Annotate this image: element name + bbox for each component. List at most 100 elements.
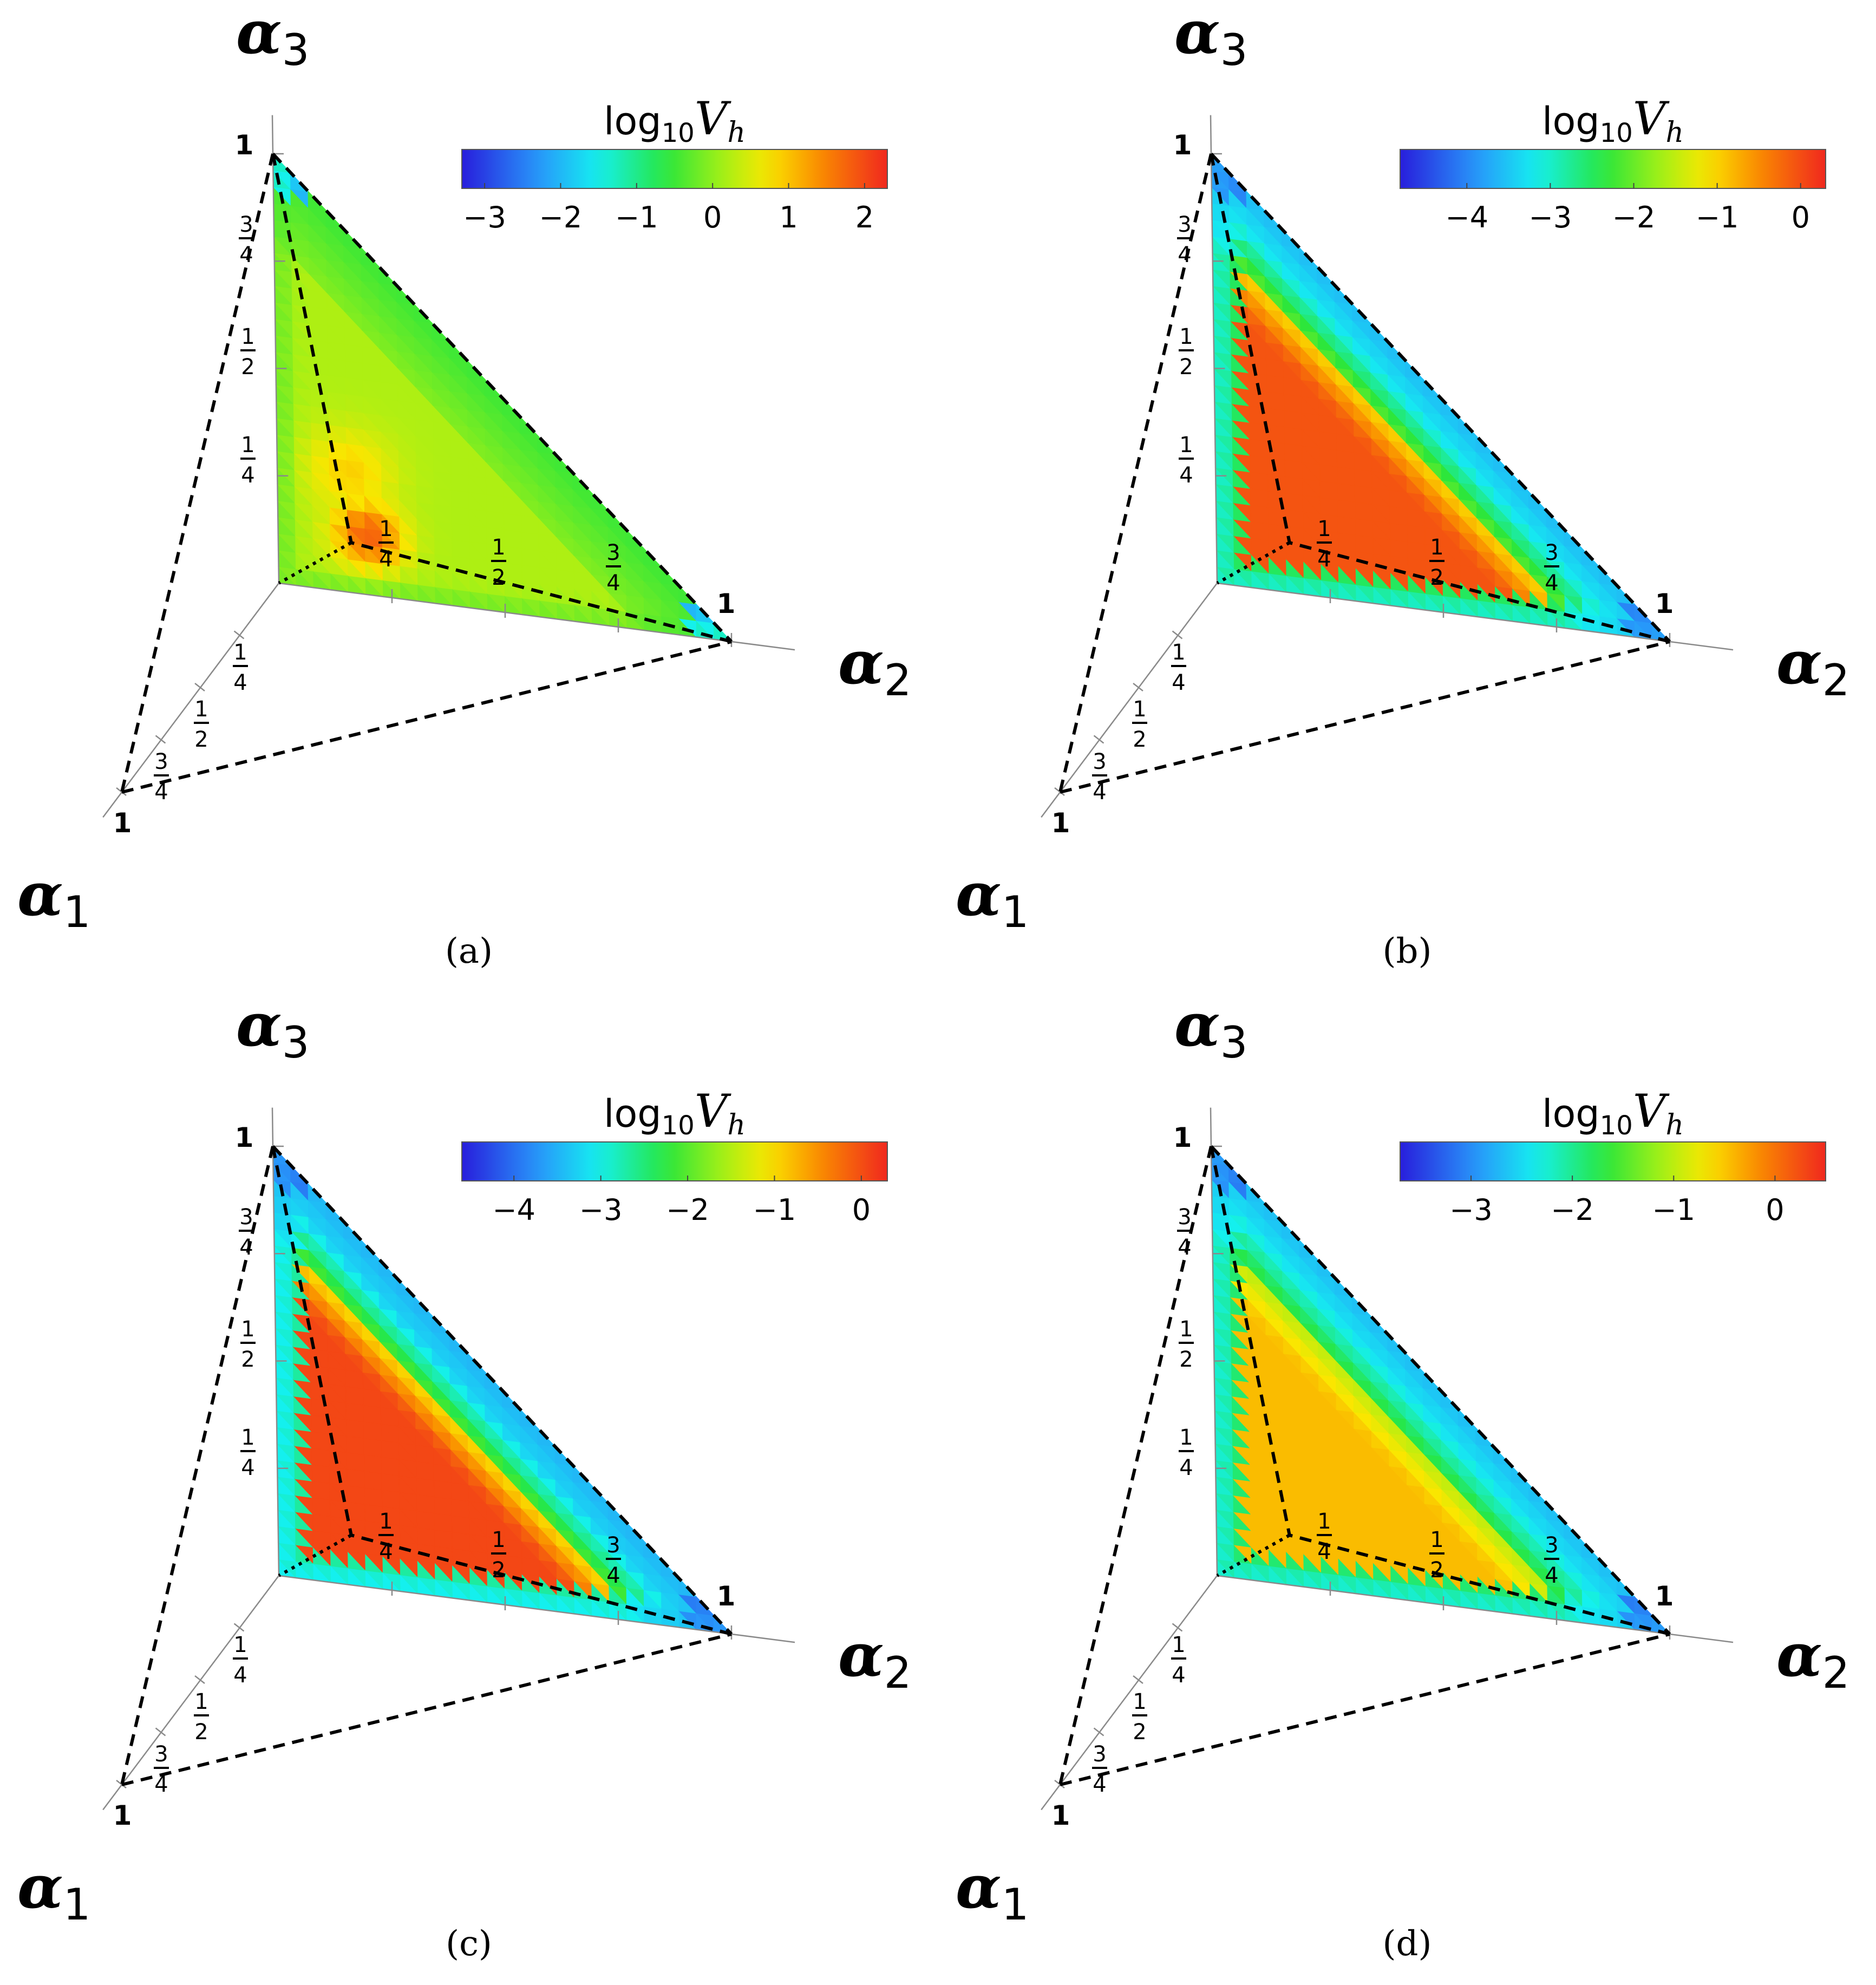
alpha2-tick-label-1-4: 14 (1317, 1509, 1332, 1564)
colorbar-title-log: log (604, 99, 662, 143)
alpha1-tick-label-1-2: 12 (194, 1689, 209, 1745)
fraction-numerator: 3 (239, 1205, 253, 1230)
fraction-numerator: 1 (379, 517, 393, 541)
fraction-denominator: 2 (492, 1558, 505, 1583)
fraction-numerator: 1 (1172, 640, 1185, 665)
heatmap-cell (325, 1202, 344, 1222)
edge-a3-a1 (1058, 1146, 1213, 1785)
colorbar-title-var-sub: h (1665, 1109, 1684, 1141)
fraction-numerator: 1 (233, 640, 247, 665)
fraction-denominator: 4 (1172, 670, 1185, 695)
alpha2-tick-label-1-2: 12 (491, 1527, 506, 1583)
alpha1-one-label: 1 (1051, 1800, 1070, 1831)
alpha1-tick (1093, 1727, 1104, 1736)
colorbar-tick-label: −1 (615, 200, 658, 234)
colorbar-title-base: 10 (662, 118, 695, 148)
edge-center-origin (278, 541, 352, 585)
alpha1-axis-title-subscript: 1 (1002, 1879, 1029, 1930)
heatmap-cell (1228, 172, 1247, 192)
alpha3-axis-title-symbol: α (1174, 990, 1220, 1060)
alpha1-tick (194, 683, 205, 691)
colorbar-title-log: log (604, 1092, 662, 1136)
fraction-denominator: 2 (194, 1720, 208, 1745)
alpha1-axis-title: α1 (17, 859, 91, 937)
fraction-denominator: 4 (241, 463, 254, 488)
fraction-numerator: 1 (1317, 517, 1331, 541)
alpha1-axis-title-symbol: α (956, 859, 1002, 929)
edge-a3-a2 (271, 1145, 733, 1636)
colorbar-tick-label: 0 (852, 1193, 871, 1227)
panel-b: 3 4 1 2 1 4 1 4 1 2 3 4 1 4 1 2 3 4 1 1 1 α3 α2 α1 log10Vh −4 −3 −2… (938, 0, 1876, 992)
alpha1-tick (116, 1780, 127, 1788)
alpha3-axis-title-subscript: 3 (282, 1017, 310, 1068)
alpha3-axis-title: α3 (1174, 0, 1248, 75)
colorbar-tick-label: −1 (1652, 1193, 1695, 1227)
heatmap-cell (290, 1164, 309, 1185)
caption-b: (b) (1382, 931, 1432, 971)
alpha1-tick-label-1-4: 14 (1171, 1633, 1186, 1688)
heatmap-cell (325, 209, 344, 230)
fraction-denominator: 4 (154, 780, 168, 805)
fraction-numerator: 1 (1179, 1317, 1193, 1342)
alpha2-one-label: 1 (1655, 1581, 1674, 1612)
alpha3-axis-title: α3 (236, 990, 310, 1068)
fraction-denominator: 4 (1179, 1455, 1193, 1480)
colorbar-tick-label: 0 (1766, 1193, 1784, 1227)
fraction-numerator: 3 (154, 749, 168, 774)
edge-a2-center (350, 1533, 732, 1636)
alpha2-one-label: 1 (717, 1581, 736, 1612)
fraction-numerator: 1 (492, 535, 505, 560)
fraction-denominator: 4 (233, 670, 247, 695)
fraction-numerator: 1 (1179, 324, 1193, 349)
alpha1-axis-title-symbol: α (17, 1852, 63, 1922)
colorbar-title-var: V (695, 1085, 731, 1138)
colorbar-tick-label: 2 (855, 200, 874, 234)
fraction-denominator: 4 (233, 1663, 247, 1688)
fraction-numerator: 1 (1317, 1509, 1331, 1534)
colorbar: log10Vh −3 −2 −1 0 (1400, 1085, 1826, 1227)
fraction-denominator: 4 (1317, 547, 1331, 572)
alpha2-axis-title: α2 (1776, 628, 1850, 706)
alpha2-tick-label-1-4: 14 (1317, 517, 1332, 572)
fraction-denominator: 4 (606, 1563, 620, 1588)
edge-center-origin (278, 1533, 352, 1577)
colorbar-tick-label: 0 (703, 200, 722, 234)
heatmap-cell (1281, 1220, 1300, 1241)
edge-a3-a2 (1210, 1145, 1671, 1636)
colorbar-title-base: 10 (662, 1111, 695, 1141)
alpha1-one-label: 1 (113, 807, 132, 839)
alpha1-tick-label-3-4: 34 (1092, 1742, 1107, 1797)
alpha1-axis-title: α1 (17, 1852, 91, 1930)
fraction-numerator: 1 (1430, 1527, 1443, 1552)
fraction-numerator: 3 (1545, 1533, 1558, 1558)
colorbar: log10Vh −4 −3 −2 −1 0 (1400, 92, 1826, 234)
alpha2-tick-label-1-2: 12 (1429, 1527, 1444, 1583)
alpha1-tick (116, 787, 127, 796)
alpha2-axis-title-symbol: α (1776, 628, 1822, 697)
fraction-numerator: 3 (239, 212, 253, 237)
edge-a3-a1 (120, 153, 274, 793)
alpha3-tick-label-1-2: 12 (1179, 1317, 1194, 1372)
alpha3-tick-label-1-2: 12 (1179, 324, 1194, 380)
alpha2-axis-title-symbol: α (1776, 1620, 1822, 1690)
colorbar-tick-label: −3 (463, 200, 506, 234)
fraction-denominator: 4 (379, 547, 393, 572)
alpha1-tick (1093, 735, 1104, 744)
edge-a3-a1 (120, 1146, 274, 1785)
fraction-numerator: 1 (194, 1689, 208, 1714)
fraction-denominator: 4 (1545, 1563, 1558, 1588)
alpha2-axis-title: α2 (838, 628, 912, 706)
axis-lines (1041, 115, 1734, 818)
fraction-denominator: 2 (194, 727, 208, 752)
panel-d: 3 4 1 2 1 4 1 4 1 2 3 4 1 4 1 2 3 4 1 1 1 α3 α2 α1 log10Vh −3 −2 −1… (938, 990, 1876, 1985)
colorbar-tick-label: −4 (492, 1193, 535, 1227)
colorbar-tick-label: −2 (1612, 200, 1656, 234)
alpha1-tick-label-1-4: 14 (233, 640, 248, 695)
alpha3-axis-title-symbol: α (1174, 0, 1220, 67)
edge-a3-center (1210, 1146, 1291, 1536)
alpha3-axis-title-symbol: α (236, 0, 282, 67)
alpha3-tick-label-3-4: 34 (239, 212, 254, 267)
colorbar-title-var: V (695, 92, 731, 145)
